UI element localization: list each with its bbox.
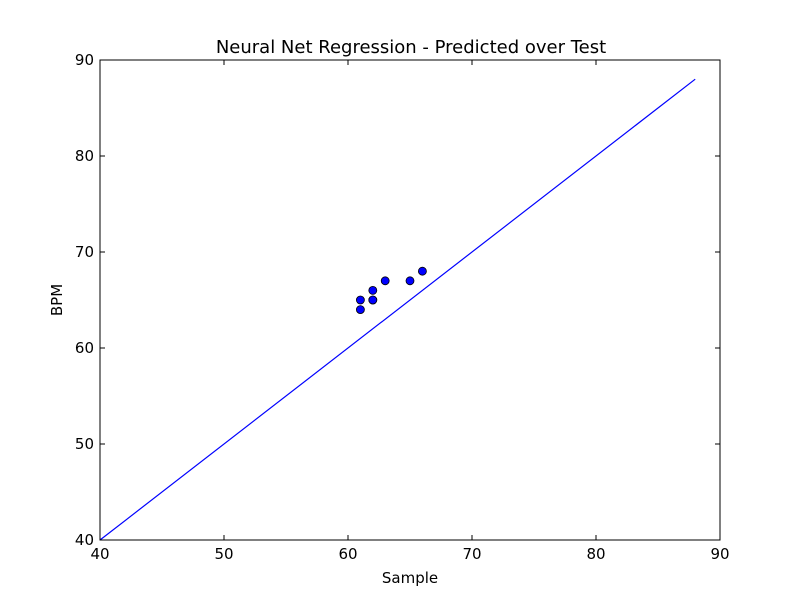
data-point-1 xyxy=(355,295,365,305)
y-axis-label: BPM xyxy=(48,284,66,316)
x-tick-label: 70 xyxy=(462,545,481,563)
x-tick-label: 40 xyxy=(90,545,109,563)
x-axis-label: Sample xyxy=(382,569,438,587)
axis-ticks: 40 50 60 70 80 90 40 50 60 70 80 90 xyxy=(75,51,730,563)
y-tick-label: 90 xyxy=(75,51,94,69)
y-tick-label: 60 xyxy=(75,339,94,357)
data-point-0 xyxy=(355,305,365,315)
x-tick-label: 60 xyxy=(338,545,357,563)
data-point-4 xyxy=(368,285,378,295)
y-tick-label: 40 xyxy=(75,531,94,549)
x-tick-label: 50 xyxy=(214,545,233,563)
regression-line xyxy=(99,78,696,541)
data-point-6 xyxy=(405,276,415,286)
y-tick-label: 70 xyxy=(75,243,94,261)
data-point-5 xyxy=(380,276,390,286)
axes-border xyxy=(99,59,721,541)
y-tick-label: 80 xyxy=(75,147,94,165)
data-point-7 xyxy=(417,266,427,276)
x-tick-label: 90 xyxy=(710,545,729,563)
y-tick-label: 50 xyxy=(75,435,94,453)
axes-frame xyxy=(99,59,721,541)
data-point-3 xyxy=(368,295,378,305)
chart-title: Neural Net Regression - Predicted over T… xyxy=(216,37,606,58)
chart-marks xyxy=(99,78,696,541)
x-tick-label: 80 xyxy=(586,545,605,563)
